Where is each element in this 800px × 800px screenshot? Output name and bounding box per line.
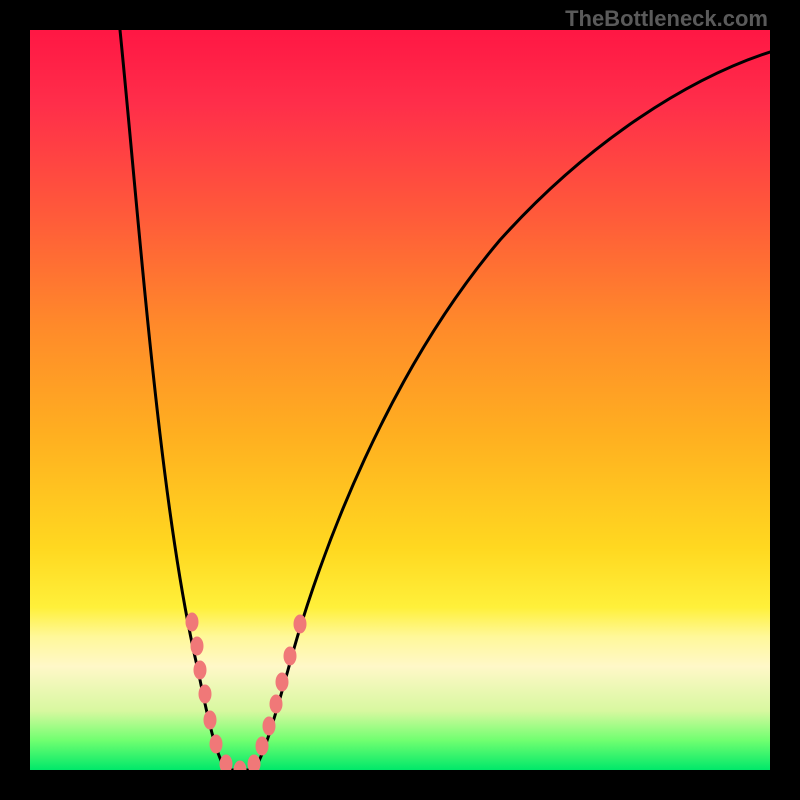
data-marker [294, 615, 306, 633]
data-marker [186, 613, 198, 631]
marker-group [186, 613, 306, 770]
data-marker [256, 737, 268, 755]
data-marker [263, 717, 275, 735]
plot-area [30, 30, 770, 770]
data-marker [270, 695, 282, 713]
data-marker [220, 755, 232, 770]
bottleneck-curve-right [240, 52, 770, 770]
curve-layer [30, 30, 770, 770]
data-marker [204, 711, 216, 729]
watermark-text: TheBottleneck.com [565, 6, 768, 32]
data-marker [210, 735, 222, 753]
data-marker [194, 661, 206, 679]
data-marker [248, 755, 260, 770]
data-marker [191, 637, 203, 655]
data-marker [199, 685, 211, 703]
bottleneck-curve-left [120, 30, 240, 770]
chart-container: TheBottleneck.com [0, 0, 800, 800]
data-marker [276, 673, 288, 691]
data-marker [284, 647, 296, 665]
data-marker [234, 761, 246, 770]
